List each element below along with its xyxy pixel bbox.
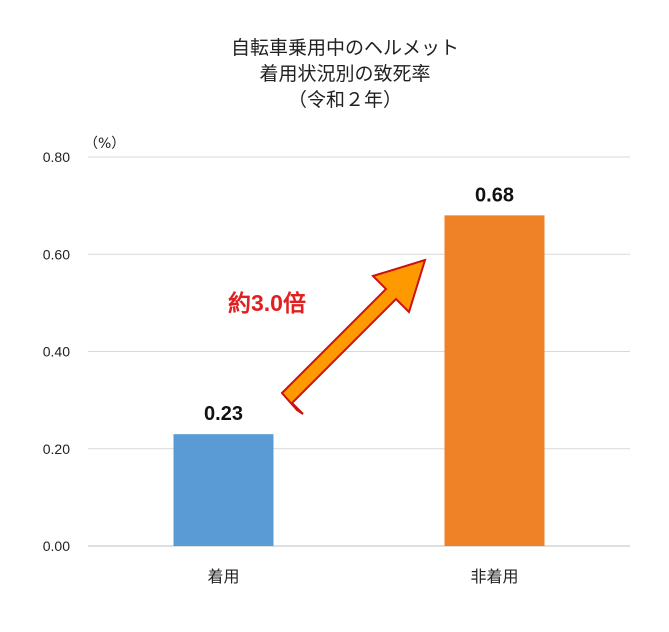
y-axis-ticks: 0.00 0.20 0.40 0.60 0.80 [43, 149, 70, 554]
data-labels: 0.23 0.68 [204, 184, 514, 425]
category-label: 非着用 [470, 567, 518, 586]
y-tick-label: 0.00 [43, 538, 70, 554]
growth-arrow [280, 258, 427, 415]
ratio-annotation: 約3.0倍 [228, 258, 427, 415]
title-line-2: 着用状況別の致死率 [259, 63, 430, 85]
ratio-annotation-text: 約3.0倍 [228, 290, 306, 316]
data-label: 0.68 [475, 184, 514, 206]
data-label: 0.23 [204, 403, 243, 425]
title-line-3: （令和２年） [288, 89, 402, 111]
y-tick-label: 0.80 [43, 149, 70, 165]
bars [173, 215, 545, 546]
y-tick-label: 0.40 [43, 344, 70, 360]
bar [444, 215, 545, 546]
category-labels: 着用 非着用 [207, 567, 518, 586]
gridlines [88, 156, 630, 547]
y-unit-label: （%） [84, 136, 125, 152]
bar [173, 434, 274, 546]
y-tick-label: 0.20 [43, 441, 70, 457]
y-tick-label: 0.60 [43, 246, 70, 262]
category-label: 着用 [207, 567, 239, 586]
chart-title: 自転車乗用中のヘルメット 着用状況別の致死率 （令和２年） [231, 37, 459, 111]
title-line-1: 自転車乗用中のヘルメット [231, 37, 459, 59]
